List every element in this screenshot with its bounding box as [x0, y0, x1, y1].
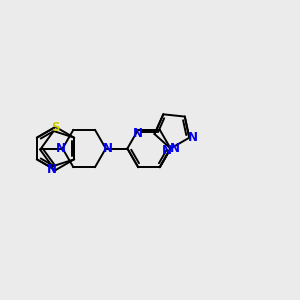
- Text: N: N: [162, 144, 172, 158]
- Text: N: N: [47, 164, 57, 176]
- Text: S: S: [51, 121, 59, 134]
- Text: N: N: [169, 142, 179, 155]
- Text: N: N: [133, 127, 143, 140]
- Text: N: N: [56, 142, 65, 155]
- Text: N: N: [103, 142, 113, 155]
- Text: N: N: [188, 131, 198, 144]
